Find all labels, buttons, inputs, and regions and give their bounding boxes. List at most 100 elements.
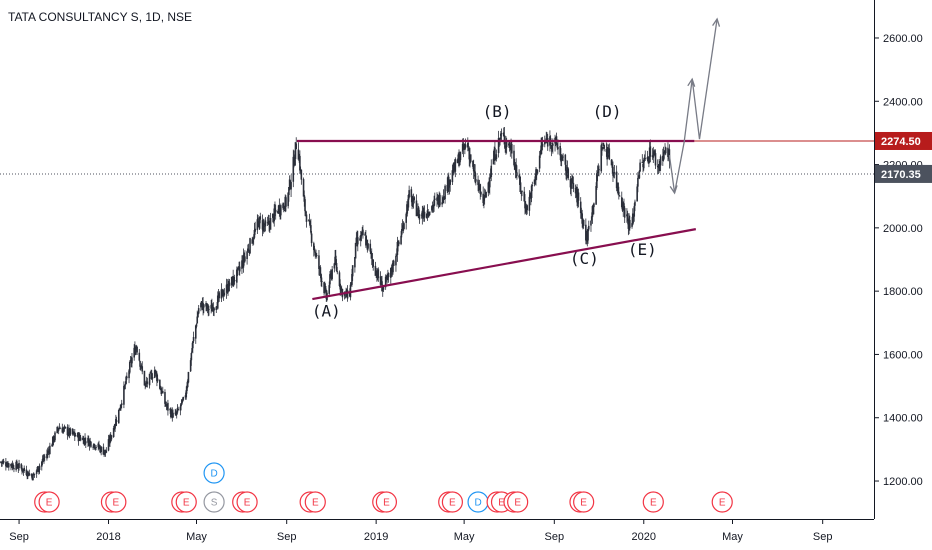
wave-label: (C) [570,249,599,268]
candle [13,465,15,473]
earnings-badge[interactable] [441,491,463,513]
earnings-badge[interactable] [375,491,398,513]
candle [149,371,152,374]
candle [192,331,195,343]
candle [120,404,122,411]
earnings-badge-letter: E [46,498,53,509]
candle [94,447,97,451]
candle [249,237,251,255]
candle [131,353,133,368]
projection-arrowhead [712,17,721,27]
candle [475,173,477,186]
candle [384,274,387,290]
candle [516,165,518,180]
candle [161,386,164,394]
candle [379,271,382,288]
time-axis-label: May [454,531,475,543]
projection-path [668,18,718,194]
candle [315,252,318,259]
earnings-badge[interactable] [304,491,326,513]
candle [579,197,582,219]
candle [307,219,310,221]
candle [364,231,366,236]
earnings-badge[interactable] [507,491,529,513]
candle [641,154,644,164]
candle [567,167,570,181]
candle [2,458,5,465]
candle [423,205,426,222]
earnings-badge[interactable] [105,491,127,513]
candle [69,427,72,437]
time-axis-label: Sep [545,531,565,543]
candle [120,399,123,409]
candle [442,189,445,204]
candle [123,384,126,390]
candle [62,426,65,433]
earnings-badge[interactable] [573,491,595,513]
candle [601,146,604,150]
candle [372,259,375,271]
earnings-badge[interactable] [175,491,197,513]
candle [623,205,626,223]
candle [581,209,583,228]
split-badge[interactable] [203,491,225,513]
time-axis-label: Sep [9,531,29,543]
wave-label: (B) [483,102,512,121]
candle [562,153,564,162]
candle [398,239,400,247]
candle [331,266,333,281]
candle [531,181,534,192]
candle [644,150,647,162]
candle [28,469,31,476]
earnings-badge[interactable] [711,491,733,513]
earnings-badge-letter: E [449,498,456,509]
candle [613,164,616,179]
dividend-badge[interactable] [203,462,225,484]
candle [521,190,523,197]
candle [565,159,567,180]
candle [396,236,399,262]
earnings-badge-letter: E [719,498,726,509]
price-axis-label: 1800.00 [883,286,923,298]
candle [546,133,549,151]
candle [197,305,200,315]
candle [151,372,154,383]
candle [278,198,281,217]
candle [428,211,431,216]
candle [297,142,300,160]
candle [411,194,413,210]
candle [659,154,662,171]
support-trendline [312,228,697,301]
candle [144,383,146,390]
candle [365,230,367,248]
candle [105,447,108,453]
time-axis-label: Sep [813,531,833,543]
candle [561,154,564,161]
price-tag-label: 2170.35 [881,169,921,181]
candle [148,373,151,389]
candle [618,186,620,200]
candle [320,273,322,287]
candle [187,371,190,384]
candle [497,130,500,158]
candle [354,257,356,273]
earnings-badge[interactable] [236,491,258,513]
candle [555,132,558,145]
candle [577,188,580,208]
candle [33,473,36,478]
candle [403,222,405,230]
candle [593,202,595,215]
candle [192,341,194,354]
earnings-badge[interactable] [38,491,60,513]
candle [369,239,372,255]
candle [8,463,10,471]
candle [433,195,435,212]
candle [203,304,205,314]
candle [427,208,429,218]
candle [244,250,246,263]
earnings-badge[interactable] [642,491,664,513]
candle [236,267,239,277]
candle [608,143,611,161]
candle [213,307,215,317]
